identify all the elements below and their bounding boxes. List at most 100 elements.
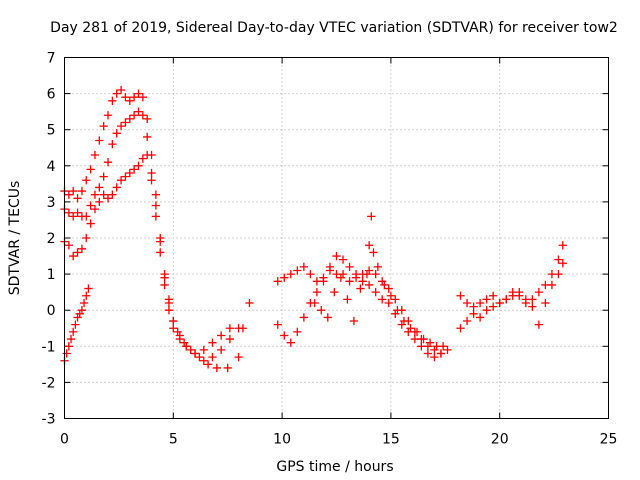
data-point (234, 324, 243, 333)
data-point (116, 85, 126, 95)
data-point (515, 288, 524, 297)
data-point (393, 306, 402, 315)
data-point (528, 295, 537, 304)
data-point (534, 288, 544, 297)
data-point (103, 111, 113, 120)
data-point (432, 342, 441, 351)
data-point (299, 262, 309, 272)
data-point (77, 306, 87, 315)
grid (64, 57, 609, 419)
data-point (116, 121, 126, 131)
data-point (121, 118, 130, 127)
data-point (108, 96, 117, 105)
data-point (280, 273, 289, 282)
data-point (554, 269, 563, 279)
data-point (203, 360, 213, 369)
data-point (558, 259, 567, 268)
data-point (69, 186, 78, 196)
data-point (147, 176, 156, 185)
data-point (86, 201, 95, 210)
series-track-6 (273, 251, 446, 362)
data-point (345, 277, 354, 286)
data-point (164, 306, 174, 315)
data-point (317, 306, 326, 315)
x-tick-label: 20 (491, 432, 509, 448)
data-point (86, 219, 95, 228)
data-point (273, 277, 282, 286)
data-point (138, 93, 147, 102)
data-point (90, 190, 100, 199)
data-point (469, 302, 478, 311)
data-point (169, 316, 178, 326)
data-point (82, 291, 91, 300)
data-point (77, 186, 87, 196)
data-point (134, 107, 143, 116)
data-point (245, 298, 254, 308)
chart-title: Day 281 of 2019, Sidereal Day-to-day VTE… (50, 20, 618, 36)
data-point (208, 352, 217, 362)
data-point (338, 255, 348, 264)
data-point (554, 255, 563, 264)
data-point (380, 280, 389, 290)
y-tick-label: 2 (47, 231, 56, 247)
data-point (71, 320, 80, 329)
data-point (456, 291, 465, 300)
data-points (60, 85, 567, 373)
series-track-7 (310, 212, 448, 351)
data-point (225, 334, 235, 344)
data-point (425, 338, 435, 347)
data-point (99, 190, 108, 199)
data-point (186, 345, 195, 355)
data-point (69, 212, 78, 221)
data-point (547, 269, 557, 279)
data-point (280, 331, 289, 340)
data-point (66, 334, 76, 344)
data-point (121, 172, 130, 181)
x-tick-label: 25 (600, 432, 618, 448)
y-tick-label: 4 (47, 159, 56, 175)
y-tick-labels: -3 -2 -1 0 1 2 3 4 5 6 7 (42, 51, 56, 428)
y-tick-label: 7 (47, 51, 56, 67)
data-point (508, 291, 517, 300)
x-tick-label: 0 (60, 432, 69, 448)
y-tick-label: -3 (42, 412, 56, 428)
data-point (175, 331, 184, 340)
data-point (469, 309, 478, 318)
data-point (112, 129, 121, 138)
y-tick-label: -1 (42, 339, 56, 355)
data-point (528, 302, 537, 311)
data-point (112, 89, 121, 98)
y-tick-label: 1 (47, 267, 56, 283)
data-point (208, 338, 217, 347)
data-point (95, 197, 104, 207)
data-point (79, 298, 89, 308)
data-point (489, 291, 498, 300)
y-tick-label: 3 (47, 195, 56, 211)
data-point (286, 338, 295, 347)
data-point (273, 320, 282, 329)
data-point (160, 273, 169, 282)
data-point (90, 150, 100, 160)
data-point (169, 324, 178, 333)
data-point (336, 273, 346, 282)
series-track-1 (60, 85, 254, 373)
y-tick-label: 0 (47, 303, 56, 319)
data-point (217, 345, 226, 355)
data-point (373, 262, 382, 272)
data-point (84, 284, 93, 293)
x-tick-label: 15 (382, 432, 400, 448)
data-point (293, 327, 302, 337)
data-point (325, 262, 335, 272)
data-point (332, 251, 341, 261)
data-point (151, 190, 161, 199)
data-point (129, 165, 139, 174)
plot-frame (64, 57, 609, 419)
data-point (199, 345, 208, 355)
data-point (330, 288, 339, 297)
data-point (86, 165, 95, 174)
data-point (223, 363, 232, 373)
data-point (95, 136, 104, 145)
data-point (138, 111, 147, 120)
data-point (489, 302, 498, 311)
data-point (82, 212, 91, 221)
